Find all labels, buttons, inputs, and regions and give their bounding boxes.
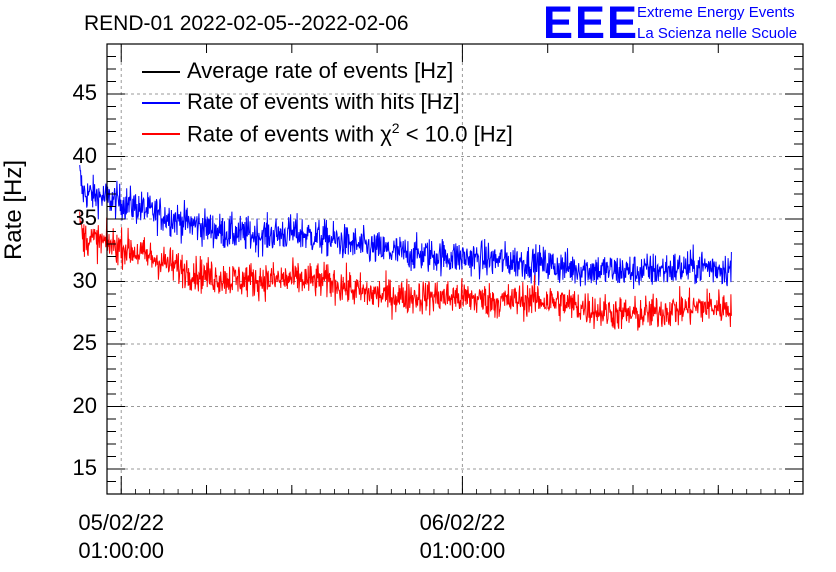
legend-swatch-chi2 [142,133,180,135]
legend-label-hits: Rate of events with hits [Hz] [187,89,460,114]
x-tick-date: 05/02/22 [78,510,165,535]
series-layer [79,165,732,331]
legend-label-chi2: Rate of events with χ2 < 10.0 [Hz] [187,120,513,147]
y-tick-label: 25 [72,330,97,355]
x-tick-time: 01:00:00 [419,538,506,563]
axis-ticks [106,43,803,495]
legend-swatch-hits [142,102,180,104]
x-tick-label: 05/02/22 01:00:00 [51,509,191,565]
x-tick-date: 06/02/22 [419,510,506,535]
series-line-hits [79,165,732,290]
y-tick-label: 20 [72,392,97,418]
series-line-chi2 [79,211,732,331]
logo-text-line-2: La Scienza nelle Scuole [637,25,798,42]
y-axis-label: Rate [Hz] [0,160,27,261]
chart-title: REND-01 2022-02-05--2022-02-06 [84,12,409,35]
y-tick-label: 40 [72,142,97,168]
eee-logo: EEE [543,0,640,48]
y-tick-label: 45 [72,80,97,105]
y-tick-label: 35 [72,205,97,230]
y-tick-label: 30 [72,267,97,293]
legend-swatch-average [142,71,180,73]
x-tick-time: 01:00:00 [78,538,165,563]
y-tick-label: 15 [72,455,97,480]
logo-text-line-1: Extreme Energy Events [637,4,795,21]
x-tick-label: 06/02/22 01:00:00 [392,509,532,565]
legend-label-average: Average rate of events [Hz] [187,58,454,83]
